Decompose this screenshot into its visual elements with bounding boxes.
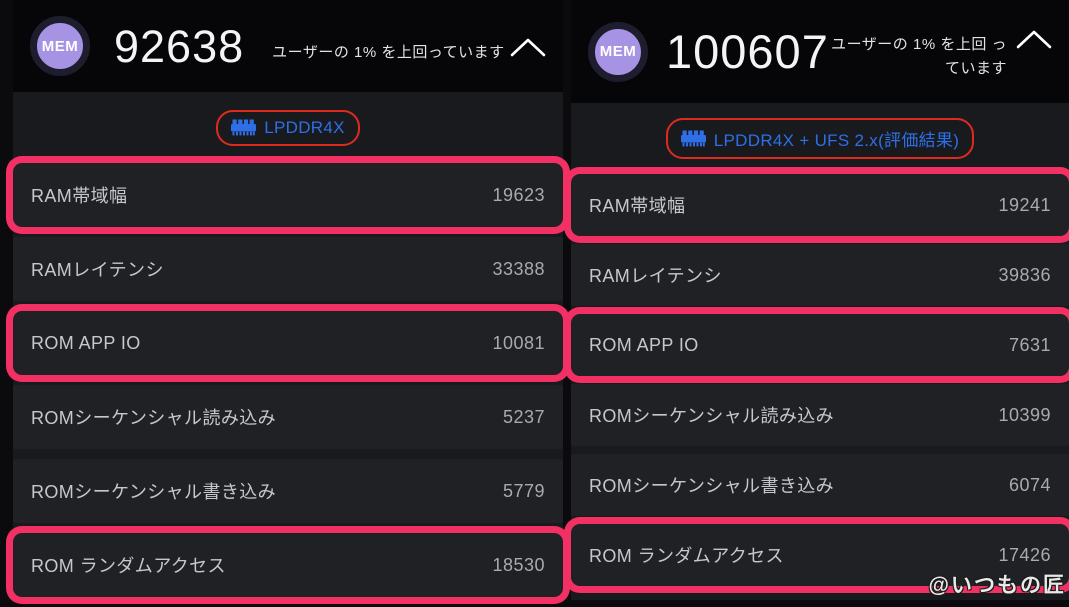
benchmark-row-highlighted: ROM ランダムアクセス 17426 [571, 524, 1069, 586]
benchmark-row-highlighted: ROM ランダムアクセス 18530 [13, 533, 563, 597]
benchmark-row-highlighted: ROM APP IO 10081 [13, 311, 563, 375]
chevron-up-icon[interactable] [509, 36, 547, 58]
row-value: 10081 [492, 332, 545, 353]
memory-type-label: LPDDR4X + UFS 2.x(評価結果) [713, 131, 960, 150]
row-value: 5779 [502, 480, 545, 501]
benchmark-results-body: LPDDR4X RAM帯域幅 19623 RAMレイテンシ 33388 ROM APP … [13, 92, 563, 600]
ram-chip-icon [680, 130, 706, 147]
mem-score-header[interactable]: MEM 100607 ユーザーの 1% を上回 っています [571, 0, 1069, 103]
benchmark-row: RAMレイテンシ 33388 [13, 237, 563, 301]
memory-type-label: LPDDR4X [264, 117, 345, 137]
row-label: RAMレイテンシ [589, 266, 722, 286]
row-label: RAM帯域幅 [589, 196, 686, 216]
row-value: 17426 [998, 544, 1051, 565]
row-value: 6074 [1008, 474, 1051, 495]
benchmark-row: ROMシーケンシャル書き込み 6074 [571, 454, 1069, 516]
benchmark-row-highlighted: RAM帯域幅 19623 [13, 163, 563, 227]
mem-badge: MEM [30, 16, 90, 76]
benchmark-rows: RAM帯域幅 19241 RAMレイテンシ 39836 ROM APP IO 7631 RO… [571, 174, 1069, 594]
benchmark-row: ROMシーケンシャル読み込み 10399 [571, 384, 1069, 446]
mem-score-header[interactable]: MEM 92638 ユーザーの 1% を上回っています [13, 0, 563, 92]
row-value: 7631 [1008, 334, 1051, 355]
benchmark-row-highlighted: RAM帯域幅 19241 [571, 174, 1069, 236]
benchmark-rows: RAM帯域幅 19623 RAMレイテンシ 33388 ROM APP IO 10081 R… [13, 163, 563, 607]
row-value: 33388 [492, 258, 545, 279]
row-value: 5237 [502, 406, 545, 427]
row-label: ROM APP IO [589, 334, 699, 355]
memory-type-row: LPDDR4X + UFS 2.x(評価結果) [571, 103, 1069, 174]
benchmark-row: ROMシーケンシャル読み込み 5237 [13, 385, 563, 449]
benchmark-row: RAMレイテンシ 39836 [571, 244, 1069, 306]
row-value: 19623 [492, 184, 545, 205]
mem-badge: MEM [588, 21, 648, 82]
row-label: ROMシーケンシャル書き込み [589, 476, 835, 496]
percentile-text: ユーザーの 1% を上回 っています [831, 36, 1007, 77]
mem-score: 92638 [114, 20, 245, 72]
benchmark-row-highlighted: ROM APP IO 7631 [571, 314, 1069, 376]
row-label: RAMレイテンシ [31, 260, 164, 280]
mem-score: 100607 [666, 25, 829, 78]
row-label: ROMシーケンシャル読み込み [589, 406, 835, 426]
row-label: ROM ランダムアクセス [31, 556, 226, 576]
ram-chip-icon [231, 119, 257, 136]
memory-type-row: LPDDR4X [13, 92, 563, 163]
row-label: ROMシーケンシャル読み込み [31, 408, 277, 428]
benchmark-row: ROMシーケンシャル書き込み 5779 [13, 459, 563, 523]
annotation-box: LPDDR4X + UFS 2.x(評価結果) [665, 118, 975, 159]
row-value: 10399 [998, 404, 1051, 425]
row-label: RAM帯域幅 [31, 186, 128, 206]
benchmark-panel-right: MEM 100607 ユーザーの 1% を上回 っています [571, 0, 1069, 600]
benchmark-results-body: LPDDR4X + UFS 2.x(評価結果) RAM帯域幅 19241 RAMレイ… [571, 103, 1069, 600]
chevron-up-icon[interactable] [1015, 28, 1053, 50]
row-value: 39836 [998, 264, 1051, 285]
watermark: @いつもの匠 [928, 574, 1066, 597]
row-value: 18530 [492, 554, 545, 575]
row-label: ROM APP IO [31, 332, 141, 353]
annotation-box: LPDDR4X [216, 109, 360, 146]
row-value: 19241 [998, 194, 1051, 215]
percentile-text: ユーザーの 1% を上回っています [272, 44, 505, 62]
benchmark-panel-left: MEM 92638 ユーザーの 1% を上回っています [13, 0, 563, 600]
row-label: ROMシーケンシャル書き込み [31, 482, 277, 502]
row-label: ROM ランダムアクセス [589, 546, 784, 566]
